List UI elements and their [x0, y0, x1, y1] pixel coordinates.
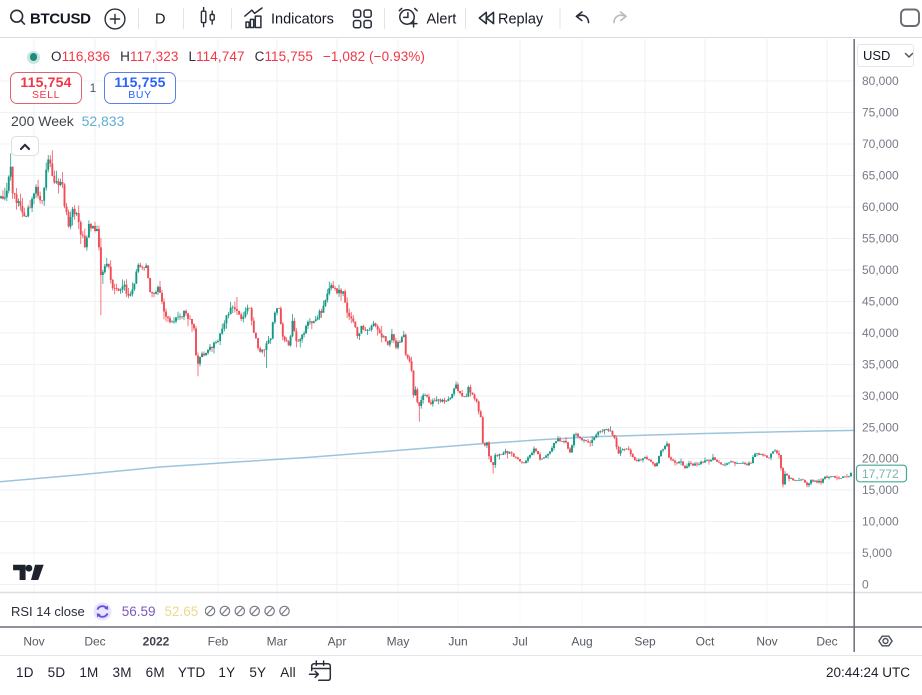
svg-text:17,772: 17,772 — [862, 467, 899, 481]
svg-text:2022: 2022 — [143, 635, 170, 649]
svg-text:Alert: Alert — [427, 12, 457, 28]
svg-text:55,000: 55,000 — [862, 231, 899, 245]
svg-text:Feb: Feb — [208, 635, 229, 649]
svg-text:Indicators: Indicators — [271, 12, 334, 28]
svg-text:BTCUSD: BTCUSD — [30, 11, 91, 28]
svg-text:Dec: Dec — [84, 635, 105, 649]
svg-text:15,000: 15,000 — [862, 483, 899, 497]
svg-text:30,000: 30,000 — [862, 389, 899, 403]
svg-text:D: D — [155, 12, 165, 28]
svg-text:Apr: Apr — [328, 635, 347, 649]
svg-text:50,000: 50,000 — [862, 263, 899, 277]
svg-text:70,000: 70,000 — [862, 137, 899, 151]
svg-text:75,000: 75,000 — [862, 106, 899, 120]
svg-text:Aug: Aug — [571, 635, 592, 649]
svg-text:45,000: 45,000 — [862, 294, 899, 308]
svg-text:Nov: Nov — [756, 635, 777, 649]
svg-text:5,000: 5,000 — [862, 546, 892, 560]
svg-text:10,000: 10,000 — [862, 515, 899, 529]
svg-text:25,000: 25,000 — [862, 420, 899, 434]
svg-text:May: May — [387, 635, 410, 649]
svg-text:Mar: Mar — [267, 635, 288, 649]
svg-text:65,000: 65,000 — [862, 169, 899, 183]
svg-text:Jun: Jun — [448, 635, 467, 649]
svg-text:Nov: Nov — [23, 635, 44, 649]
svg-text:Dec: Dec — [816, 635, 837, 649]
svg-text:Replay: Replay — [498, 12, 544, 28]
svg-text:Oct: Oct — [696, 635, 715, 649]
svg-text:60,000: 60,000 — [862, 200, 899, 214]
svg-text:Jul: Jul — [512, 635, 527, 649]
svg-text:80,000: 80,000 — [862, 74, 899, 88]
svg-text:Sep: Sep — [634, 635, 656, 649]
svg-text:35,000: 35,000 — [862, 357, 899, 371]
svg-text:40,000: 40,000 — [862, 326, 899, 340]
svg-text:0: 0 — [862, 578, 869, 592]
svg-text:20,000: 20,000 — [862, 452, 899, 466]
